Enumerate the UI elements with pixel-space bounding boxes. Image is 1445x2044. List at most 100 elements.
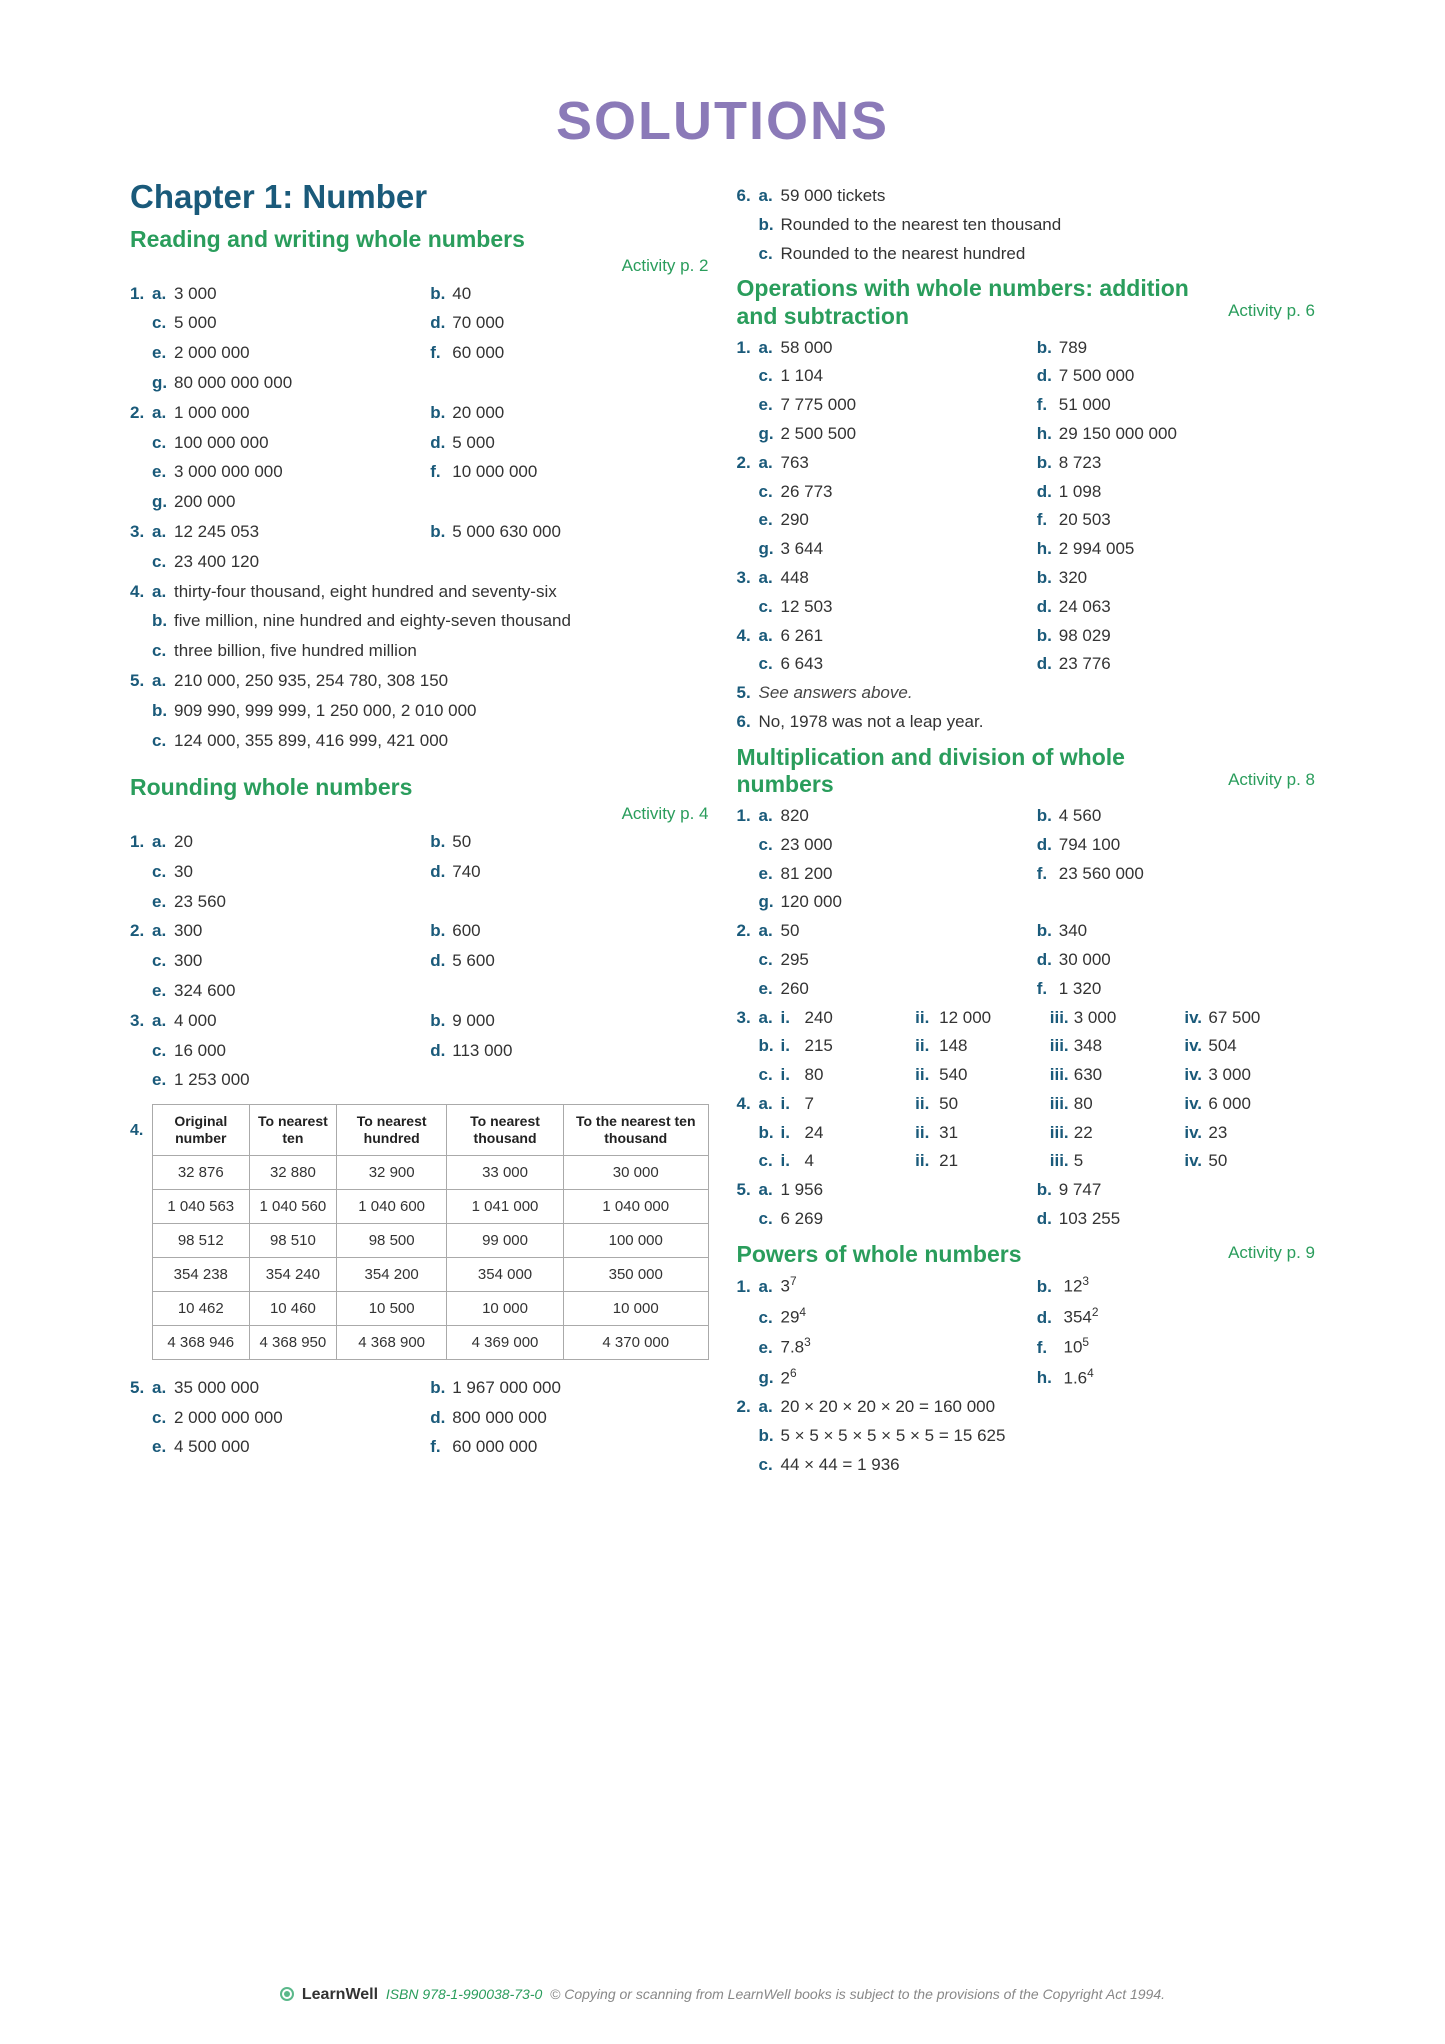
rom: iv. [1184, 1149, 1208, 1173]
ans: 4 [805, 1149, 814, 1173]
q1: 1.a.3 000b.40 c.5 000d.70 000 e.2 000 00… [130, 282, 709, 395]
sub: d. [430, 860, 452, 884]
copyright: © Copying or scanning from LearnWell boo… [550, 1986, 1165, 2002]
ans: 80 [805, 1063, 824, 1087]
ans: 44 × 44 = 1 936 [781, 1453, 1316, 1477]
sub: g. [152, 490, 174, 514]
sub: g. [759, 890, 781, 914]
table-header: To nearest ten [249, 1105, 337, 1156]
sub: b. [430, 830, 452, 854]
ans: No, 1978 was not a leap year. [759, 710, 1316, 734]
sub: a. [152, 830, 174, 854]
ans: 10 000 000 [452, 460, 537, 484]
ans: 23 560 000 [1059, 862, 1144, 886]
rom: ii. [915, 1063, 939, 1087]
sub: d. [1037, 364, 1059, 388]
ans: 9 747 [1059, 1178, 1102, 1202]
table-cell: 32 880 [249, 1155, 337, 1189]
ans: 50 [1208, 1149, 1227, 1173]
table-cell: 10 462 [153, 1291, 250, 1325]
sub: d. [1037, 1207, 1059, 1231]
md-q2: 2.a.50b.340 c.295d.30 000 e.260f.1 320 [737, 919, 1316, 1000]
ans: 98 029 [1059, 624, 1111, 648]
ans: 124 000, 355 899, 416 999, 421 000 [174, 729, 709, 753]
activity-ref: Activity p. 4 [622, 804, 709, 824]
op-q3: 3.a.448b.320 c.12 503d.24 063 [737, 566, 1316, 619]
cont-q6: 6.a.59 000 tickets b.Rounded to the near… [737, 184, 1316, 265]
ans: 1 956 [781, 1178, 824, 1202]
sub: c. [759, 1453, 781, 1477]
table-header: To nearest thousand [447, 1105, 564, 1156]
ans: 67 500 [1208, 1006, 1260, 1030]
sub: g. [759, 422, 781, 446]
sub: b. [430, 1376, 452, 1400]
ans: five million, nine hundred and eighty-se… [174, 609, 709, 633]
ans: 3 000 [1208, 1063, 1251, 1087]
section-powers: Activity p. 9 Powers of whole numbers [737, 1241, 1316, 1269]
ans: 504 [1208, 1034, 1236, 1058]
sub: d. [430, 1039, 452, 1063]
sub: d. [430, 949, 452, 973]
table-cell: 10 000 [447, 1291, 564, 1325]
qnum: 2. [737, 451, 759, 475]
qnum: 3. [737, 1006, 759, 1030]
ans: 22 [1074, 1121, 1093, 1145]
rom: i. [781, 1063, 805, 1087]
sub: c. [152, 311, 174, 335]
sub: c. [759, 364, 781, 388]
sub: f. [1037, 977, 1059, 1001]
ans: 23 000 [781, 833, 833, 857]
sub: a. [759, 451, 781, 475]
qnum: 6. [737, 710, 759, 734]
table-cell: 350 000 [563, 1257, 708, 1291]
table-cell: 10 460 [249, 1291, 337, 1325]
ans: 295 [781, 948, 809, 972]
sub: g. [759, 537, 781, 561]
ans: 23 560 [174, 890, 226, 914]
qnum: 3. [130, 1009, 152, 1033]
ans: 348 [1074, 1034, 1102, 1058]
ans: 215 [805, 1034, 833, 1058]
sub: f. [430, 341, 452, 365]
qnum: 4. [737, 1092, 759, 1116]
sub: g. [152, 371, 174, 395]
ans: 8 723 [1059, 451, 1102, 475]
md-q5: 5.a.1 956b.9 747 c.6 269d.103 255 [737, 1178, 1316, 1231]
r-q3: 3.a.4 000b.9 000 c.16 000d.113 000 e.1 2… [130, 1009, 709, 1092]
table-header: Original number [153, 1105, 250, 1156]
ans: 20 503 [1059, 508, 1111, 532]
ans: 794 100 [1059, 833, 1120, 857]
sub: a. [152, 580, 174, 604]
rom: iv. [1184, 1006, 1208, 1030]
sub: b. [430, 401, 452, 425]
qnum: 1. [737, 336, 759, 360]
ans: 4 560 [1059, 804, 1102, 828]
sub: f. [1037, 862, 1059, 886]
ans: 1 098 [1059, 480, 1102, 504]
pw-q1: 1.a.37b. 123 c.294d. 3542 e.7.83f. 105 g… [737, 1273, 1316, 1390]
ans: 290 [781, 508, 809, 532]
ans: 113 000 [452, 1039, 512, 1063]
sub: f. [1037, 1336, 1059, 1360]
ans: 12 503 [781, 595, 833, 619]
ans: 763 [781, 451, 809, 475]
sub: c. [152, 949, 174, 973]
ans: 7 500 000 [1059, 364, 1135, 388]
ans: 60 000 [452, 341, 504, 365]
rom: iii. [1050, 1034, 1074, 1058]
page: SOLUTIONS Chapter 1: Number Reading and … [0, 0, 1445, 2044]
sub: b. [759, 1424, 781, 1448]
ans: 4 500 000 [174, 1435, 250, 1459]
table-cell: 99 000 [447, 1223, 564, 1257]
sub: a. [759, 336, 781, 360]
ans: 540 [939, 1063, 967, 1087]
pw-q2: 2.a.20 × 20 × 20 × 20 = 160 000 b.5 × 5 … [737, 1395, 1316, 1476]
page-title: SOLUTIONS [130, 90, 1315, 152]
page-footer: LearnWell ISBN 978-1-990038-73-0 © Copyi… [0, 1986, 1445, 2004]
sub: f. [430, 460, 452, 484]
ans: 6 643 [781, 652, 824, 676]
rom: i. [781, 1121, 805, 1145]
chapter-title: Chapter 1: Number [130, 178, 709, 216]
table-cell: 1 040 000 [563, 1189, 708, 1223]
ans: 300 [174, 949, 202, 973]
